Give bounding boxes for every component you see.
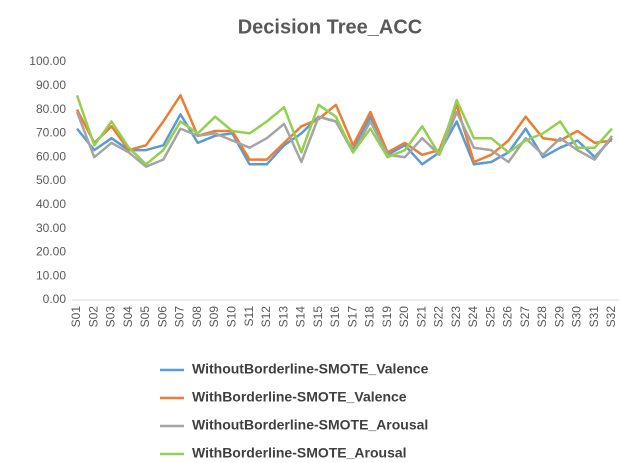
y-tick-label: 30.00 xyxy=(36,221,66,235)
x-tick-label: S31 xyxy=(587,306,601,328)
y-tick-label: 60.00 xyxy=(36,149,66,163)
chart-title: Decision Tree_ACC xyxy=(238,16,423,38)
x-tick-label: S21 xyxy=(414,306,428,328)
x-tick-label: S09 xyxy=(207,306,221,328)
y-tick-label: 20.00 xyxy=(36,245,66,259)
y-tick-label: 70.00 xyxy=(36,126,66,140)
x-tick-label: S11 xyxy=(242,306,256,327)
x-tick-label: S15 xyxy=(311,306,325,328)
x-tick-label: S19 xyxy=(380,306,394,328)
x-tick-label: S18 xyxy=(363,306,377,328)
x-tick-label: S12 xyxy=(259,306,273,328)
x-tick-label: S05 xyxy=(138,306,152,328)
x-tick-label: S20 xyxy=(397,306,411,328)
x-tick-label: S26 xyxy=(501,306,515,328)
series-line xyxy=(75,94,613,164)
x-tick-label: S23 xyxy=(449,306,463,328)
x-tick-label: S29 xyxy=(552,306,566,328)
legend-label: WithoutBorderline-SMOTE_Valence xyxy=(192,361,429,377)
legend-label: WithBorderline-SMOTE_Arousal xyxy=(192,445,407,461)
legend-label: WithBorderline-SMOTE_Valence xyxy=(192,389,407,405)
y-tick-label: 10.00 xyxy=(36,268,66,282)
x-tick-label: S27 xyxy=(518,306,532,328)
x-tick-label: S24 xyxy=(466,306,480,328)
y-tick-label: 100.00 xyxy=(29,54,66,68)
series-line xyxy=(75,94,613,166)
x-tick-label: S02 xyxy=(86,306,100,328)
x-tick-label: S07 xyxy=(173,306,187,328)
x-tick-label: S30 xyxy=(570,306,584,328)
x-tick-label: S28 xyxy=(535,306,549,328)
y-tick-label: 40.00 xyxy=(36,197,66,211)
legend-label: WithoutBorderline-SMOTE_Arousal xyxy=(192,417,428,433)
y-tick-label: 0.00 xyxy=(43,292,67,306)
x-tick-label: S25 xyxy=(483,306,497,328)
y-tick-label: 90.00 xyxy=(36,78,66,92)
x-tick-label: S17 xyxy=(345,306,359,328)
x-tick-label: S10 xyxy=(224,306,238,328)
x-tick-label: S22 xyxy=(432,306,446,328)
x-tick-label: S04 xyxy=(121,306,135,328)
x-tick-label: S14 xyxy=(294,306,308,328)
x-tick-label: S08 xyxy=(190,306,204,328)
x-tick-label: S03 xyxy=(104,306,118,328)
x-tick-label: S13 xyxy=(276,306,290,328)
y-tick-label: 80.00 xyxy=(36,102,66,116)
x-tick-label: S32 xyxy=(604,306,618,328)
x-tick-label: S06 xyxy=(155,306,169,328)
y-tick-label: 50.00 xyxy=(36,173,66,187)
x-tick-label: S01 xyxy=(69,306,83,328)
x-tick-label: S16 xyxy=(328,306,342,328)
